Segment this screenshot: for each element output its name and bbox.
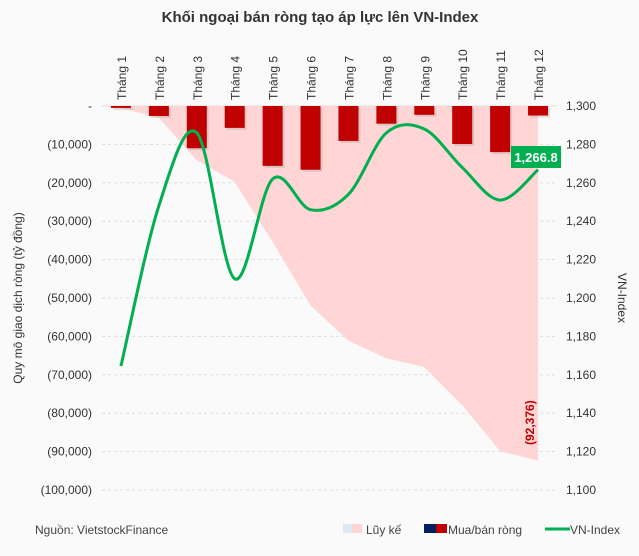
- y-tick-label: (20,000): [47, 176, 92, 190]
- x-tick-label: Tháng 4: [229, 56, 243, 100]
- y-tick-label: (50,000): [47, 291, 92, 305]
- x-tick-label: Tháng 8: [380, 56, 394, 100]
- x-tick-label: Tháng 2: [153, 56, 167, 100]
- x-tick-label: Tháng 11: [494, 50, 508, 100]
- bar-shadow: [112, 108, 133, 110]
- y-tick-label: (60,000): [47, 329, 92, 343]
- y-tick-label: (70,000): [47, 368, 92, 382]
- x-tick-label: Tháng 6: [305, 56, 319, 100]
- bar: [186, 106, 207, 149]
- y-right-tick-label: 1,100: [566, 483, 596, 497]
- bar: [528, 106, 549, 116]
- chart-title: Khối ngoại bán ròng tạo áp lực lên VN-In…: [162, 9, 479, 26]
- y-right-axis-label: VN-Index: [615, 273, 629, 323]
- y-right-tick-label: 1,120: [566, 445, 596, 459]
- x-tick-label: Tháng 9: [418, 56, 432, 100]
- legend-label: VN-Index: [570, 523, 620, 537]
- area-cumulative: [102, 106, 539, 461]
- line-vnindex: [119, 123, 540, 367]
- bar: [490, 106, 511, 153]
- y-tick-label: (30,000): [47, 214, 92, 228]
- x-tick-label: Tháng 7: [342, 56, 356, 100]
- x-tick-label: Tháng 3: [191, 56, 205, 100]
- legend-label: Lũy kế: [366, 523, 402, 537]
- legend-label: Mua/bán ròng: [448, 523, 522, 537]
- y-right-tick-label: 1,200: [566, 291, 596, 305]
- x-tick-label: Tháng 5: [267, 56, 281, 100]
- y-right-tick-label: 1,160: [566, 368, 596, 382]
- y-right-tick-label: 1,220: [566, 253, 596, 267]
- y-right-tick-label: 1,280: [566, 137, 596, 151]
- bar: [148, 106, 169, 116]
- bar: [376, 106, 397, 124]
- y-right-tick-label: 1,240: [566, 214, 596, 228]
- last-index-label: 1,266.8: [514, 150, 557, 165]
- y-right-tick-label: 1,260: [566, 176, 596, 190]
- legend-swatch-area: [352, 524, 362, 533]
- last-index-badge: [511, 146, 561, 168]
- bar: [338, 106, 359, 141]
- y-tick-label: -: [88, 99, 92, 113]
- legend-swatch-bar: [424, 524, 436, 533]
- x-tick-label: Tháng 1: [115, 56, 129, 100]
- legend-swatch-area: [343, 524, 357, 533]
- bar: [452, 106, 473, 145]
- bar: [110, 106, 131, 108]
- source-label: Nguồn: VietstockFinance: [35, 523, 169, 537]
- bar: [300, 106, 321, 170]
- y-tick-label: (80,000): [47, 406, 92, 420]
- bar: [224, 106, 245, 128]
- y-right-tick-label: 1,300: [566, 99, 596, 113]
- bar: [262, 106, 283, 166]
- x-tick-label: Tháng 12: [532, 49, 546, 100]
- bar: [414, 106, 435, 115]
- y-right-tick-label: 1,140: [566, 406, 596, 420]
- y-tick-label: (90,000): [47, 445, 92, 459]
- y-tick-label: (10,000): [47, 137, 92, 151]
- legend-swatch-bar: [436, 524, 447, 533]
- cumulative-total-label: (92,376): [523, 400, 537, 445]
- y-tick-label: (40,000): [47, 253, 92, 267]
- y-right-tick-label: 1,180: [566, 329, 596, 343]
- x-tick-label: Tháng 10: [456, 49, 470, 100]
- y-axis-label: Quy mô giao dịch ròng (tỷ đồng): [11, 212, 25, 383]
- y-tick-label: (100,000): [41, 483, 92, 497]
